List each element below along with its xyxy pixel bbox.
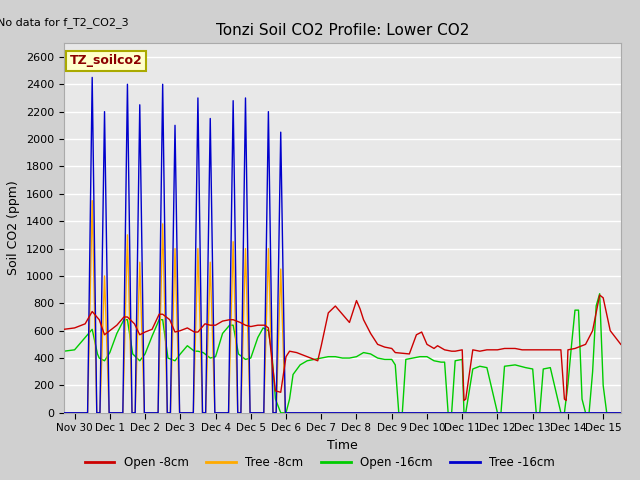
Text: No data for f_T2_CO2_3: No data for f_T2_CO2_3 [0,17,129,28]
X-axis label: Time: Time [327,439,358,452]
Text: TZ_soilco2: TZ_soilco2 [70,54,142,67]
Y-axis label: Soil CO2 (ppm): Soil CO2 (ppm) [8,180,20,276]
Title: Tonzi Soil CO2 Profile: Lower CO2: Tonzi Soil CO2 Profile: Lower CO2 [216,23,469,38]
Legend: Open -8cm, Tree -8cm, Open -16cm, Tree -16cm: Open -8cm, Tree -8cm, Open -16cm, Tree -… [80,452,560,474]
